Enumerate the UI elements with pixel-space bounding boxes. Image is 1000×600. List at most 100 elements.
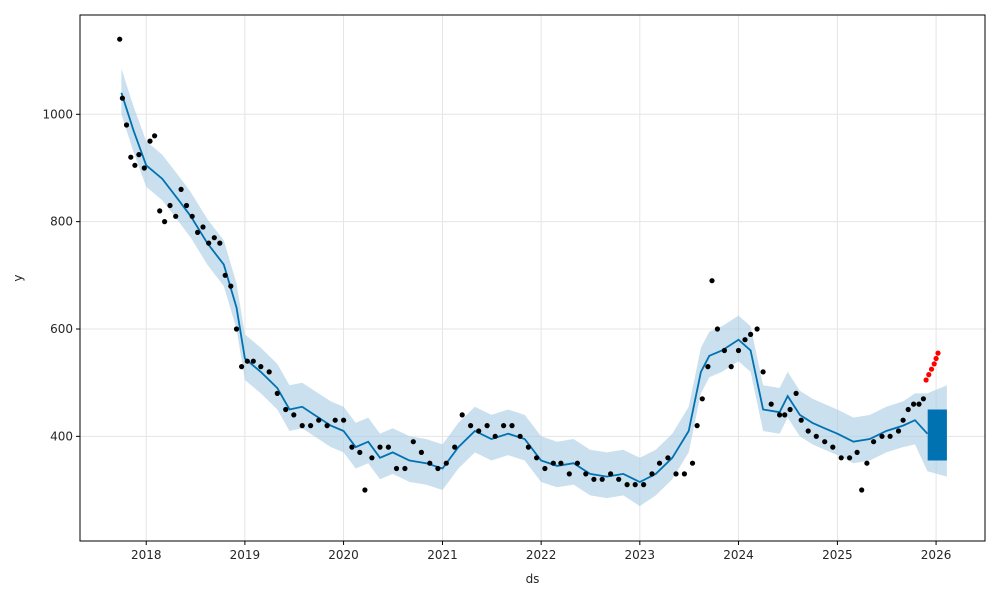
observed-point bbox=[291, 412, 297, 418]
observed-point bbox=[742, 337, 748, 343]
observed-point bbox=[459, 412, 465, 418]
observed-point bbox=[283, 406, 289, 413]
observed-point bbox=[905, 406, 911, 413]
observed-point bbox=[830, 444, 836, 450]
observed-point bbox=[813, 433, 819, 439]
observed-point bbox=[583, 471, 589, 477]
observed-point bbox=[916, 401, 922, 407]
observed-point bbox=[822, 439, 828, 445]
y-axis-label: y bbox=[11, 274, 25, 281]
x-tick-label: 2025 bbox=[822, 548, 853, 562]
observed-point bbox=[316, 417, 322, 423]
observed-point bbox=[632, 482, 638, 488]
observed-point bbox=[879, 433, 885, 439]
observed-point bbox=[566, 471, 572, 477]
observed-point bbox=[847, 455, 853, 461]
recent-observed-point bbox=[931, 361, 937, 367]
observed-point bbox=[377, 444, 383, 450]
observed-point bbox=[599, 476, 605, 482]
observed-point bbox=[162, 219, 168, 225]
forecast-line bbox=[120, 92, 929, 484]
plot-frame bbox=[79, 14, 986, 542]
observed-point bbox=[385, 444, 391, 450]
observed-point bbox=[195, 229, 201, 235]
observed-point bbox=[681, 471, 688, 477]
observed-point bbox=[798, 417, 804, 423]
observed-point bbox=[157, 208, 163, 214]
recent-observed-points bbox=[923, 350, 941, 383]
future-forecast-band bbox=[927, 409, 947, 461]
observed-point bbox=[299, 423, 305, 429]
observed-point bbox=[183, 202, 190, 209]
x-axis-ticks: 2018 2019 2020 2021 2022 2023 2024 2025 2026 bbox=[131, 541, 951, 562]
observed-point bbox=[250, 358, 256, 364]
observed-point bbox=[119, 95, 125, 101]
observed-point bbox=[542, 465, 548, 472]
observed-point bbox=[656, 460, 663, 466]
observed-point bbox=[793, 390, 799, 396]
observed-point bbox=[173, 213, 179, 219]
observed-point bbox=[534, 455, 540, 461]
observed-point bbox=[189, 213, 195, 219]
observed-point bbox=[714, 326, 721, 332]
observed-point bbox=[228, 283, 234, 289]
observed-point bbox=[754, 326, 760, 332]
recent-observed-point bbox=[933, 355, 939, 362]
observed-point bbox=[768, 401, 774, 407]
x-tick-label: 2022 bbox=[526, 548, 557, 562]
observed-point bbox=[418, 449, 424, 455]
observed-point bbox=[217, 240, 223, 246]
observed-point bbox=[141, 165, 147, 171]
observed-point bbox=[443, 460, 449, 466]
x-tick-label: 2019 bbox=[230, 548, 261, 562]
x-tick-label: 2020 bbox=[328, 548, 359, 562]
observed-point bbox=[492, 433, 498, 439]
observed-point bbox=[748, 331, 754, 337]
observed-point bbox=[689, 460, 696, 466]
observed-point bbox=[911, 401, 917, 407]
x-tick-label: 2021 bbox=[427, 548, 458, 562]
observed-point bbox=[709, 278, 715, 284]
observed-point bbox=[728, 364, 734, 370]
observed-point bbox=[136, 152, 142, 158]
recent-observed-point bbox=[935, 350, 941, 356]
observed-point bbox=[501, 423, 507, 429]
y-tick-label: 600 bbox=[50, 322, 73, 336]
observed-point bbox=[324, 423, 330, 429]
y-axis-ticks: 400 600 800 1000 bbox=[42, 107, 80, 443]
x-tick-label: 2023 bbox=[625, 548, 656, 562]
observed-point bbox=[410, 439, 416, 445]
observed-point bbox=[393, 465, 400, 472]
observed-point bbox=[452, 444, 458, 450]
observed-point bbox=[787, 406, 793, 413]
recent-observed-point bbox=[923, 377, 929, 383]
observed-point bbox=[699, 396, 705, 402]
y-tick-label: 400 bbox=[50, 429, 73, 443]
observed-point bbox=[152, 133, 158, 139]
observed-point bbox=[624, 482, 630, 488]
observed-points bbox=[117, 36, 927, 493]
observed-point bbox=[591, 476, 597, 482]
observed-point bbox=[244, 358, 250, 364]
observed-point bbox=[895, 428, 902, 434]
observed-point bbox=[854, 449, 860, 455]
observed-point bbox=[641, 482, 647, 488]
observed-point bbox=[349, 444, 355, 450]
x-axis-label: ds bbox=[526, 572, 540, 586]
observed-point bbox=[900, 417, 906, 423]
observed-point bbox=[258, 364, 264, 370]
observed-point bbox=[777, 412, 783, 418]
observed-point bbox=[239, 364, 245, 370]
x-tick-label: 2026 bbox=[921, 548, 952, 562]
observed-point bbox=[616, 476, 622, 482]
observed-point bbox=[476, 428, 482, 434]
observed-point bbox=[308, 423, 314, 429]
observed-point bbox=[887, 433, 893, 439]
recent-observed-point bbox=[928, 366, 935, 372]
observed-point bbox=[332, 417, 338, 423]
observed-point bbox=[574, 460, 581, 466]
observed-point bbox=[427, 460, 433, 466]
observed-point bbox=[132, 162, 138, 168]
observed-point bbox=[402, 465, 408, 472]
y-tick-label: 800 bbox=[50, 215, 73, 229]
